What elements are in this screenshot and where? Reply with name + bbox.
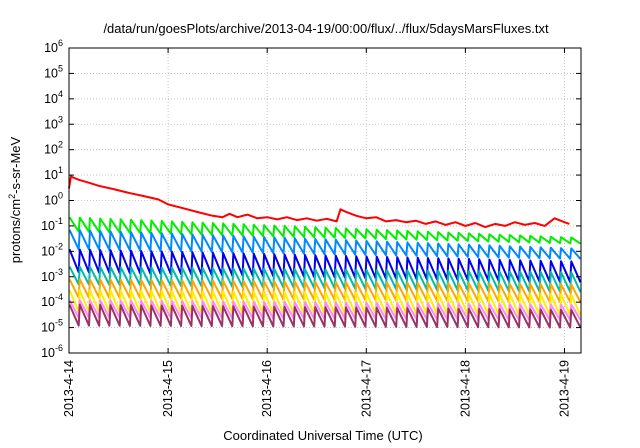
y-axis-ticks: 10-6 10-5 10-4 10-3 10-2 10-1 100 101 102 103 104 1… — [41, 38, 581, 360]
y-tick-label: 10-4 — [41, 292, 63, 309]
y-tick-label: 10-6 — [41, 343, 63, 360]
y-tick-label: 105 — [44, 63, 63, 80]
series-line-0 — [68, 175, 570, 229]
series-line-2 — [68, 229, 582, 260]
y-tick-label: 104 — [44, 89, 63, 106]
series-line-5 — [68, 278, 582, 304]
series-group — [68, 175, 582, 329]
y-tick-label: 106 — [44, 38, 63, 55]
y-tick-label: 10-1 — [41, 216, 63, 233]
x-tick-label: 2013-4-15 — [161, 360, 175, 417]
y-tick-label: 103 — [44, 114, 63, 131]
series-line-3 — [68, 248, 582, 284]
x-tick-label: 2013-4-18 — [458, 360, 472, 417]
x-tick-label: 2013-4-17 — [359, 360, 373, 417]
x-tick-label: 2013-4-14 — [62, 360, 76, 417]
x-axis-label: Coordinated Universal Time (UTC) — [223, 428, 422, 443]
series-line-8 — [68, 303, 582, 329]
chart-title: /data/run/goesPlots/archive/2013-04-19/0… — [103, 21, 549, 36]
series-line-1 — [68, 216, 582, 245]
x-tick-label: 2013-4-19 — [557, 360, 571, 417]
x-tick-label: 2013-4-16 — [260, 360, 274, 417]
y-tick-label: 10-5 — [41, 318, 63, 335]
y-tick-label: 10-3 — [41, 267, 63, 284]
series-line-4 — [68, 265, 582, 293]
y-tick-label: 10-2 — [41, 241, 63, 258]
y-tick-label: 102 — [44, 140, 63, 157]
y-tick-label: 101 — [44, 165, 63, 182]
y-axis-label: protons/cm2-s-sr-MeV — [7, 136, 23, 263]
y-tick-label: 100 — [44, 191, 63, 208]
x-axis-ticks: 2013-4-14 2013-4-15 2013-4-16 2013-4-17 2013… — [62, 48, 571, 417]
